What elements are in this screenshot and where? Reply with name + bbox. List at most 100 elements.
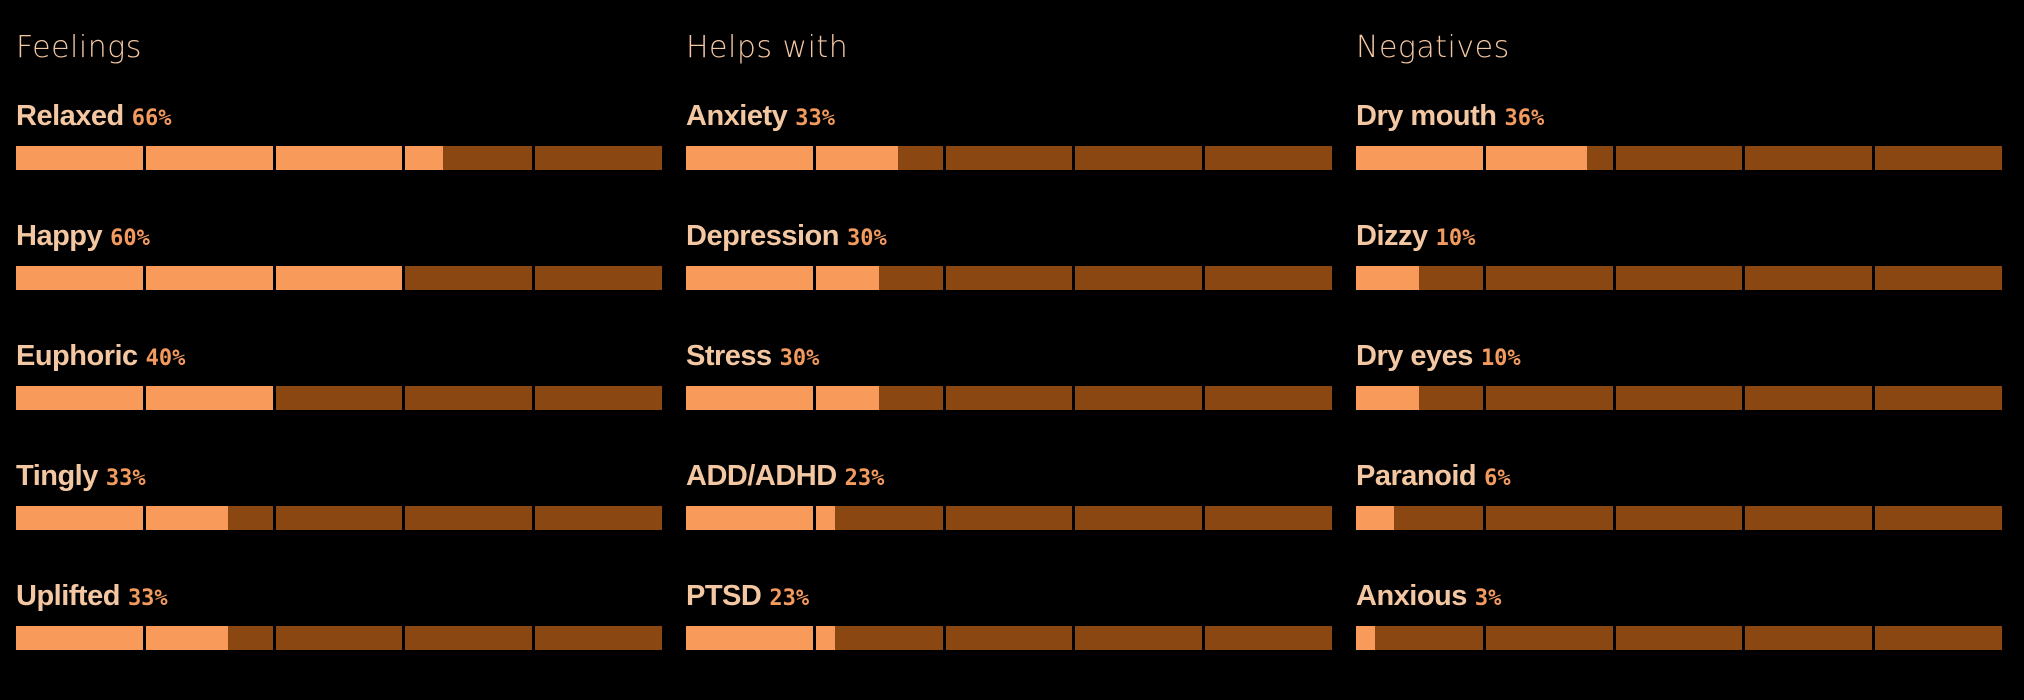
bar-segment <box>16 266 143 290</box>
effect-bar <box>16 266 662 290</box>
bar-segment <box>275 506 403 530</box>
bar-segment-fill <box>686 146 813 170</box>
bar-segment <box>535 506 662 530</box>
bar-segment <box>145 506 273 530</box>
bar-segment <box>405 626 533 650</box>
effect-header: Euphoric 40% <box>16 340 662 380</box>
effect-percent: 30% <box>779 346 820 371</box>
bar-segment <box>1485 146 1613 170</box>
effect-header: Tingly 33% <box>16 460 662 500</box>
bar-segment-fill <box>275 146 403 170</box>
bar-segment <box>1615 146 1743 170</box>
effect-bar <box>1356 146 2002 170</box>
effect-item: Depression 30% <box>686 220 1332 340</box>
effect-percent: 23% <box>844 466 885 491</box>
bar-segment-fill <box>145 626 229 650</box>
effect-item: Anxious 3% <box>1356 580 2002 700</box>
bar-segment <box>1745 266 1873 290</box>
bar-segment-fill <box>815 506 835 530</box>
bar-segment <box>1205 266 1332 290</box>
bar-segment <box>535 626 662 650</box>
bar-segment <box>1875 266 2002 290</box>
effect-bar <box>686 626 1332 650</box>
bar-segment <box>1745 146 1873 170</box>
bar-segment <box>535 386 662 410</box>
effect-bar <box>16 626 662 650</box>
bar-segment <box>1075 386 1203 410</box>
bar-segment <box>405 506 533 530</box>
bar-segment-fill <box>145 506 229 530</box>
bar-segment <box>275 146 403 170</box>
bar-segment <box>1205 626 1332 650</box>
effect-bar <box>16 146 662 170</box>
effect-item: Relaxed 66% <box>16 100 662 220</box>
effect-item: ADD/ADHD 23% <box>686 460 1332 580</box>
effect-percent: 36% <box>1504 106 1545 131</box>
bar-segment <box>945 386 1073 410</box>
effect-item: Paranoid 6% <box>1356 460 2002 580</box>
bar-segment <box>1615 626 1743 650</box>
effect-label: PTSD <box>686 580 762 612</box>
effect-percent: 33% <box>795 106 836 131</box>
bar-segment-fill <box>686 506 813 530</box>
bar-segment <box>1485 506 1613 530</box>
effect-percent: 60% <box>110 226 150 251</box>
bar-segment-fill <box>275 266 403 290</box>
bar-segment <box>1356 386 1483 410</box>
column-title: Feelings <box>16 30 142 65</box>
effect-bar <box>1356 506 2002 530</box>
bar-segment <box>1075 266 1203 290</box>
bar-segment-fill <box>1356 626 1376 650</box>
bar-segment <box>16 146 143 170</box>
bar-segment-fill <box>16 146 143 170</box>
bar-segment <box>1485 386 1613 410</box>
effect-percent: 23% <box>769 586 810 611</box>
bar-segment <box>1356 626 1483 650</box>
effect-bar <box>686 506 1332 530</box>
effect-header: Stress 30% <box>686 340 1332 380</box>
effect-percent: 33% <box>105 466 146 491</box>
bar-segment <box>945 506 1073 530</box>
bar-segment <box>275 266 403 290</box>
effect-label: Dry mouth <box>1356 100 1497 132</box>
bar-segment <box>535 266 662 290</box>
bar-segment-fill <box>1485 146 1588 170</box>
bar-segment <box>145 146 273 170</box>
bar-segment <box>1615 506 1743 530</box>
bar-segment <box>686 506 813 530</box>
effect-percent: 30% <box>846 226 887 251</box>
effect-header: Uplifted 33% <box>16 580 662 620</box>
effect-label: Tingly <box>16 460 98 492</box>
bar-segment <box>16 506 143 530</box>
bar-segment-fill <box>145 266 273 290</box>
effect-percent: 40% <box>145 346 186 371</box>
bar-segment <box>405 146 533 170</box>
effect-header: PTSD 23% <box>686 580 1332 620</box>
effect-header: Dry eyes 10% <box>1356 340 2002 380</box>
bar-segment <box>535 146 662 170</box>
bar-segment <box>1875 386 2002 410</box>
effect-label: Paranoid <box>1356 460 1477 492</box>
bar-segment <box>815 146 943 170</box>
bar-segment <box>1205 386 1332 410</box>
bar-segment <box>1205 506 1332 530</box>
effect-bar <box>1356 386 2002 410</box>
effect-bar <box>1356 626 2002 650</box>
bar-segment <box>1875 506 2002 530</box>
bar-segment <box>1485 266 1613 290</box>
effect-label: Anxious <box>1356 580 1467 612</box>
bar-segment <box>275 626 403 650</box>
effect-header: Depression 30% <box>686 220 1332 260</box>
bar-segment <box>1075 146 1203 170</box>
bar-segment <box>686 626 813 650</box>
bar-segment <box>1356 266 1483 290</box>
effect-bar <box>686 146 1332 170</box>
bar-segment-fill <box>686 386 813 410</box>
column-negatives: Negatives Dry mouth 36% Dizzy 10% Dry ey… <box>1356 28 2002 700</box>
bar-segment <box>1205 146 1332 170</box>
bar-segment <box>815 266 943 290</box>
bar-segment <box>815 506 943 530</box>
bar-segment <box>815 626 943 650</box>
column-title: Negatives <box>1356 30 1510 65</box>
bar-segment <box>686 386 813 410</box>
